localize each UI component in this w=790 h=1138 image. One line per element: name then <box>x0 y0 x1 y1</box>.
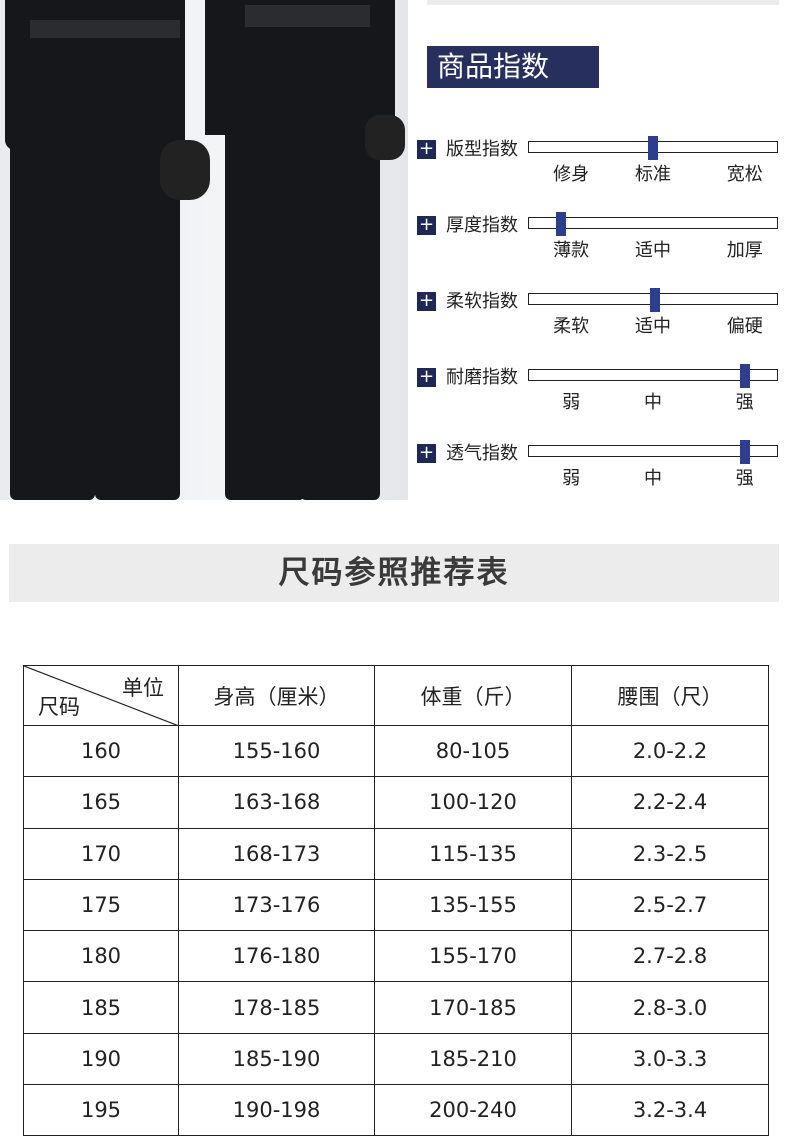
index-section-title: 商品指数 >> <box>427 46 599 125</box>
index-row: + 版型指数 修身 标准 宽松 <box>417 136 782 201</box>
plus-icon: + <box>417 214 436 235</box>
size-cell: 165 <box>23 776 179 829</box>
index-name: 透气指数 <box>446 443 518 464</box>
index-name: 耐磨指数 <box>446 367 518 388</box>
waist-cell: 3.0-3.3 <box>571 1032 769 1086</box>
plus-icon: + <box>417 290 436 311</box>
index-marker <box>650 288 661 312</box>
index-scale-label: 强 <box>735 392 754 413</box>
index-scale-label: 强 <box>735 468 754 489</box>
waist-cell: 2.7-2.8 <box>571 930 769 983</box>
height-cell: 176-180 <box>178 930 375 983</box>
index-row: + 耐磨指数 弱 中 强 <box>417 364 782 429</box>
corner-cell: 单位 尺码 <box>23 665 179 726</box>
index-scale-label: 偏硬 <box>726 316 763 337</box>
index-name: 厚度指数 <box>446 215 518 236</box>
plus-icon: + <box>417 366 436 387</box>
index-marker <box>739 364 750 388</box>
header-waist: 腰围（尺） <box>571 665 769 726</box>
index-marker <box>648 136 658 160</box>
index-scale-label: 适中 <box>635 240 671 261</box>
index-marker <box>739 440 750 464</box>
index-scale-label: 弱 <box>562 392 581 413</box>
index-name: 柔软指数 <box>446 291 518 312</box>
header-height: 身高（厘米） <box>178 665 375 726</box>
index-row: + 透气指数 弱 中 强 <box>417 440 782 505</box>
index-bar: 修身 标准 宽松 <box>528 136 778 185</box>
size-cell: 190 <box>23 1032 179 1086</box>
index-marker <box>556 212 567 236</box>
index-scale-label: 宽松 <box>726 164 763 185</box>
corner-size-label: 尺码 <box>38 695 80 719</box>
size-table-title: 尺码参照推荐表 <box>9 544 779 602</box>
waist-cell: 2.0-2.2 <box>571 724 769 778</box>
weight-cell: 155-170 <box>374 930 572 983</box>
size-table: 单位 尺码 身高（厘米） 体重（斤） 腰围（尺） 160 155-160 80-10… <box>23 665 769 1137</box>
size-cell: 185 <box>23 981 179 1034</box>
index-scale-label: 中 <box>644 468 662 489</box>
plus-icon: + <box>417 442 436 463</box>
height-cell: 178-185 <box>178 981 375 1034</box>
weight-cell: 80-105 <box>374 724 572 778</box>
index-bar: 柔软 适中 偏硬 <box>528 288 778 337</box>
table-row: 185 178-185 170-185 2.8-3.0 <box>23 981 769 1034</box>
divider <box>427 0 779 5</box>
index-scale-label: 修身 <box>553 164 590 185</box>
table-row: 190 185-190 185-210 3.0-3.3 <box>23 1032 769 1086</box>
height-cell: 163-168 <box>178 776 375 829</box>
size-cell: 195 <box>23 1084 179 1137</box>
waist-cell: 2.2-2.4 <box>571 776 769 829</box>
table-row: 175 173-176 135-155 2.5-2.7 <box>23 878 769 932</box>
index-scale-label: 标准 <box>635 164 671 185</box>
size-cell: 170 <box>23 827 179 880</box>
corner-unit-label: 单位 <box>122 676 164 700</box>
size-cell: 180 <box>23 930 179 983</box>
weight-cell: 200-240 <box>374 1084 572 1137</box>
index-row: + 厚度指数 薄款 适中 加厚 <box>417 212 782 277</box>
weight-cell: 100-120 <box>374 776 572 829</box>
index-scale-label: 弱 <box>562 468 581 489</box>
index-scale-label: 适中 <box>635 316 671 337</box>
waist-cell: 3.2-3.4 <box>571 1084 769 1137</box>
index-scale-label: 薄款 <box>553 240 590 261</box>
size-cell: 175 <box>23 878 179 932</box>
table-header-row: 单位 尺码 身高（厘米） 体重（斤） 腰围（尺） <box>23 665 769 726</box>
weight-cell: 115-135 <box>374 827 572 880</box>
waist-cell: 2.3-2.5 <box>571 827 769 880</box>
height-cell: 190-198 <box>178 1084 375 1137</box>
index-bar: 弱中强 <box>528 440 778 489</box>
table-row: 170 168-173 115-135 2.3-2.5 <box>23 827 769 880</box>
waist-cell: 2.8-3.0 <box>571 981 769 1034</box>
index-bar: 弱中强 <box>528 364 778 413</box>
weight-cell: 135-155 <box>374 878 572 932</box>
weight-cell: 185-210 <box>374 1032 572 1086</box>
size-cell: 160 <box>23 724 179 778</box>
weight-cell: 170-185 <box>374 981 572 1034</box>
table-row: 160 155-160 80-105 2.0-2.2 <box>23 724 769 778</box>
plus-icon: + <box>417 138 436 159</box>
height-cell: 155-160 <box>178 724 375 778</box>
index-scale-label: 加厚 <box>726 240 763 261</box>
height-cell: 185-190 <box>178 1032 375 1086</box>
index-name: 版型指数 <box>446 139 518 160</box>
header-weight: 体重（斤） <box>374 665 572 726</box>
index-bar: 薄款 适中 加厚 <box>528 212 778 261</box>
height-cell: 168-173 <box>178 827 375 880</box>
table-row: 180 176-180 155-170 2.7-2.8 <box>23 930 769 983</box>
index-scale-label: 柔软 <box>553 316 590 337</box>
table-row: 165 163-168 100-120 2.2-2.4 <box>23 776 769 829</box>
diagonal-line <box>24 666 179 726</box>
index-scale-label: 中 <box>644 392 662 413</box>
waist-cell: 2.5-2.7 <box>571 878 769 932</box>
table-row: 195 190-198 200-240 3.2-3.4 <box>23 1084 769 1137</box>
height-cell: 173-176 <box>178 878 375 932</box>
product-photo <box>0 0 408 500</box>
index-row: + 柔软指数 柔软 适中 偏硬 <box>417 288 782 353</box>
